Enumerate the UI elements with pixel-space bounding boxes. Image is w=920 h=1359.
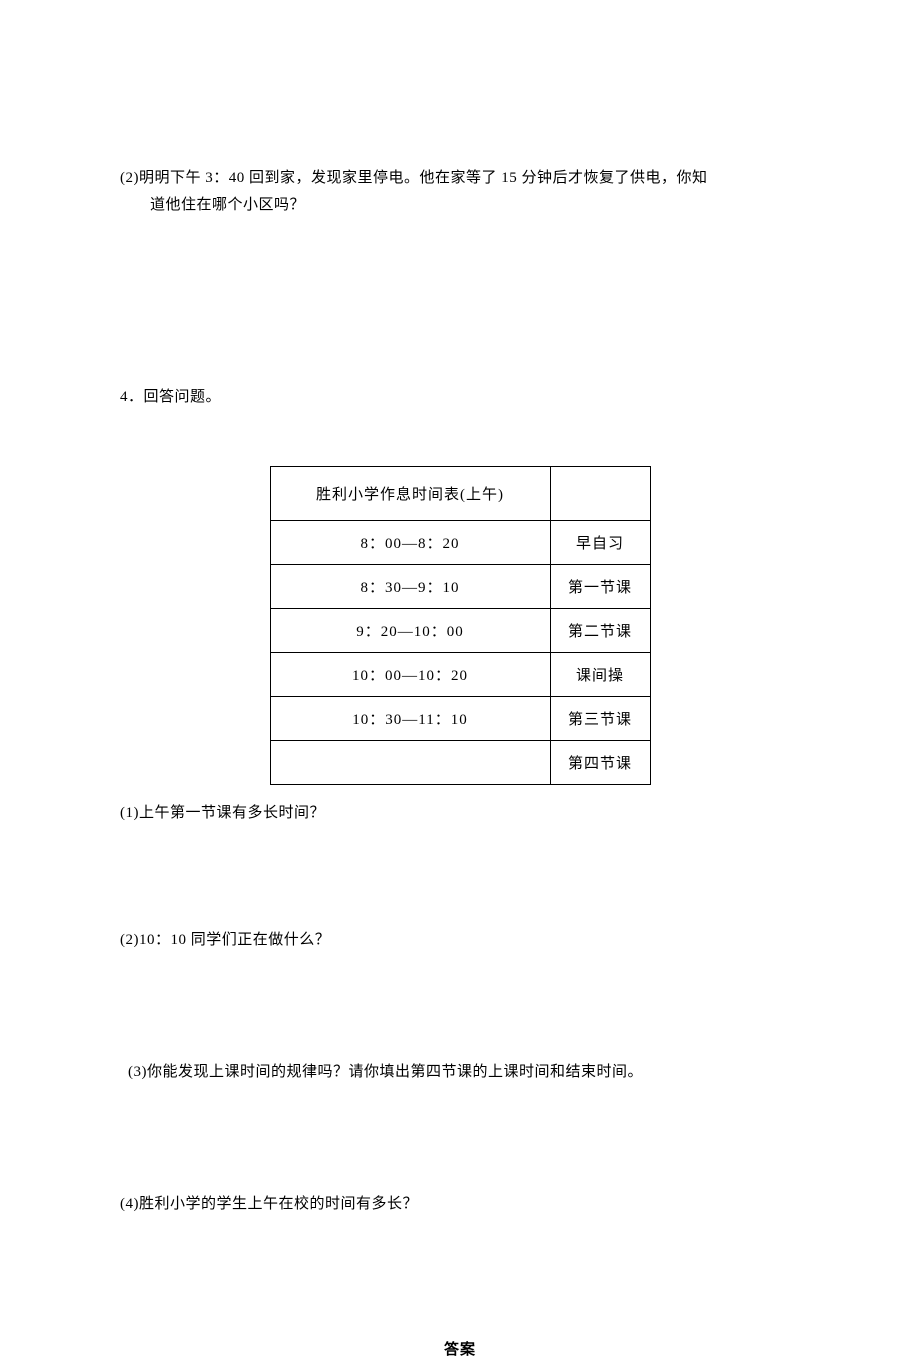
- table-cell-activity: 课间操: [550, 653, 650, 697]
- table-row: 10：00—10：20 课间操: [270, 653, 650, 697]
- table-cell-time: 8：30—9：10: [270, 565, 550, 609]
- table-row: 8：30—9：10 第一节课: [270, 565, 650, 609]
- schedule-table-wrapper: 胜利小学作息时间表(上午) 8：00—8：20 早自习 8：30—9：10 第一…: [120, 466, 800, 785]
- sub-question-3: (3)你能发现上课时间的规律吗？请你填出第四节课的上课时间和结束时间。: [120, 1059, 800, 1086]
- table-cell-time: [270, 741, 550, 785]
- question-2: (2)明明下午 3：40 回到家，发现家里停电。他在家等了 15 分钟后才恢复了…: [120, 165, 800, 219]
- answer-title: 答案: [120, 1338, 800, 1359]
- table-header-row: 胜利小学作息时间表(上午): [270, 467, 650, 521]
- table-row: 9：20—10：00 第二节课: [270, 609, 650, 653]
- question-4-header: 4．回答问题。: [120, 384, 800, 411]
- question-2-line2: 道他住在哪个小区吗？: [120, 192, 800, 219]
- table-header-empty: [550, 467, 650, 521]
- question-2-line1: (2)明明下午 3：40 回到家，发现家里停电。他在家等了 15 分钟后才恢复了…: [120, 165, 800, 192]
- table-row: 第四节课: [270, 741, 650, 785]
- sub-question-4: (4)胜利小学的学生上午在校的时间有多长？: [120, 1191, 800, 1218]
- sub-question-1: (1)上午第一节课有多长时间？: [120, 800, 800, 827]
- sub-question-2: (2)10：10 同学们正在做什么？: [120, 927, 800, 954]
- schedule-table: 胜利小学作息时间表(上午) 8：00—8：20 早自习 8：30—9：10 第一…: [270, 466, 651, 785]
- table-row: 10：30—11：10 第三节课: [270, 697, 650, 741]
- table-cell-activity: 第三节课: [550, 697, 650, 741]
- table-cell-activity: 早自习: [550, 521, 650, 565]
- table-cell-time: 8：00—8：20: [270, 521, 550, 565]
- document-content: (2)明明下午 3：40 回到家，发现家里停电。他在家等了 15 分钟后才恢复了…: [0, 0, 920, 1359]
- table-header-title: 胜利小学作息时间表(上午): [270, 467, 550, 521]
- table-cell-activity: 第四节课: [550, 741, 650, 785]
- table-cell-activity: 第一节课: [550, 565, 650, 609]
- table-cell-time: 10：30—11：10: [270, 697, 550, 741]
- table-row: 8：00—8：20 早自习: [270, 521, 650, 565]
- table-cell-time: 9：20—10：00: [270, 609, 550, 653]
- table-cell-activity: 第二节课: [550, 609, 650, 653]
- sub-questions: (1)上午第一节课有多长时间？ (2)10：10 同学们正在做什么？ (3)你能…: [120, 800, 800, 1218]
- table-cell-time: 10：00—10：20: [270, 653, 550, 697]
